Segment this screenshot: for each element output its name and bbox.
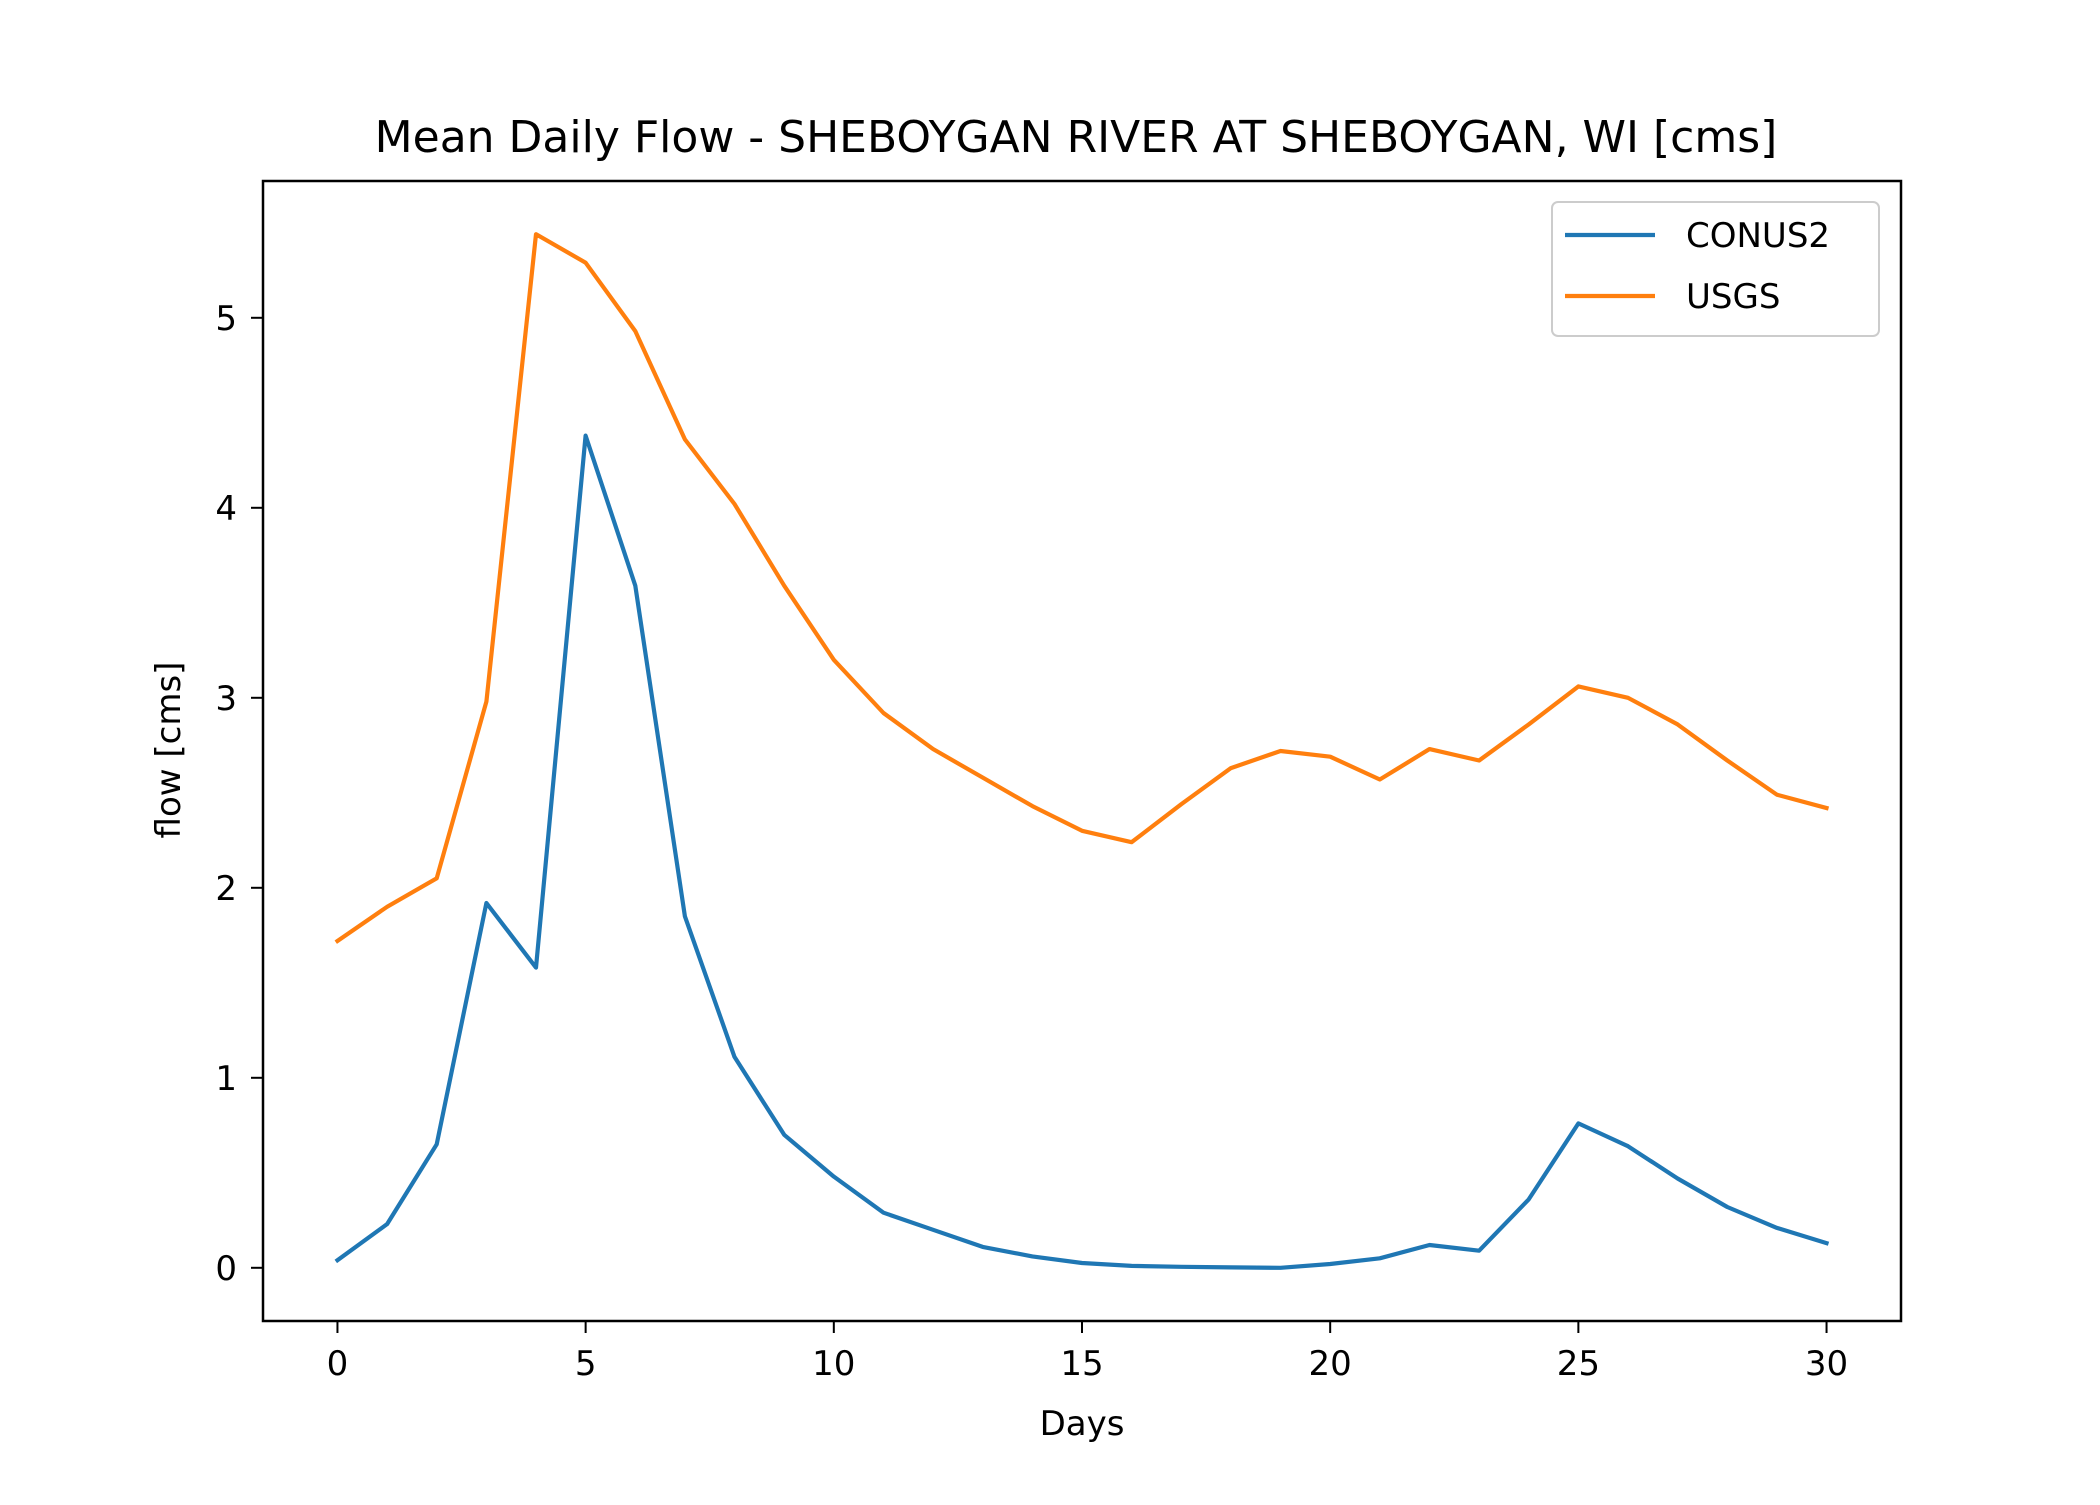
x-tick-label: 30: [1805, 1344, 1848, 1384]
x-axis-label: Days: [1040, 1404, 1125, 1444]
axes: 0 5 10 15 20 25 30 0 1 2 3 4 5: [215, 299, 1848, 1384]
y-tick-label: 5: [215, 299, 237, 339]
y-tick-label: 0: [215, 1249, 237, 1289]
legend: CONUS2 USGS: [1551, 201, 1880, 337]
chart-title: Mean Daily Flow - SHEBOYGAN RIVER AT SHE…: [375, 112, 1778, 163]
x-tick-label: 10: [812, 1344, 855, 1384]
x-tick-label: 20: [1309, 1344, 1352, 1384]
y-tick-label: 3: [215, 679, 237, 719]
x-tick-label: 25: [1557, 1344, 1600, 1384]
x-tick-label: 15: [1060, 1344, 1103, 1384]
y-tick-label: 4: [215, 489, 237, 529]
series-line-usgs: [334, 232, 1830, 944]
y-tick-label: 1: [215, 1059, 237, 1099]
series-line-conus2: [334, 433, 1830, 1270]
x-tick-label: 0: [327, 1344, 349, 1384]
legend-label-usgs: USGS: [1686, 277, 1780, 317]
plot-area: [334, 232, 1830, 1270]
y-axis-label: flow [cms]: [149, 662, 189, 839]
legend-label-conus2: CONUS2: [1686, 216, 1830, 256]
y-tick-label: 2: [215, 869, 237, 909]
x-tick-label: 5: [575, 1344, 597, 1384]
